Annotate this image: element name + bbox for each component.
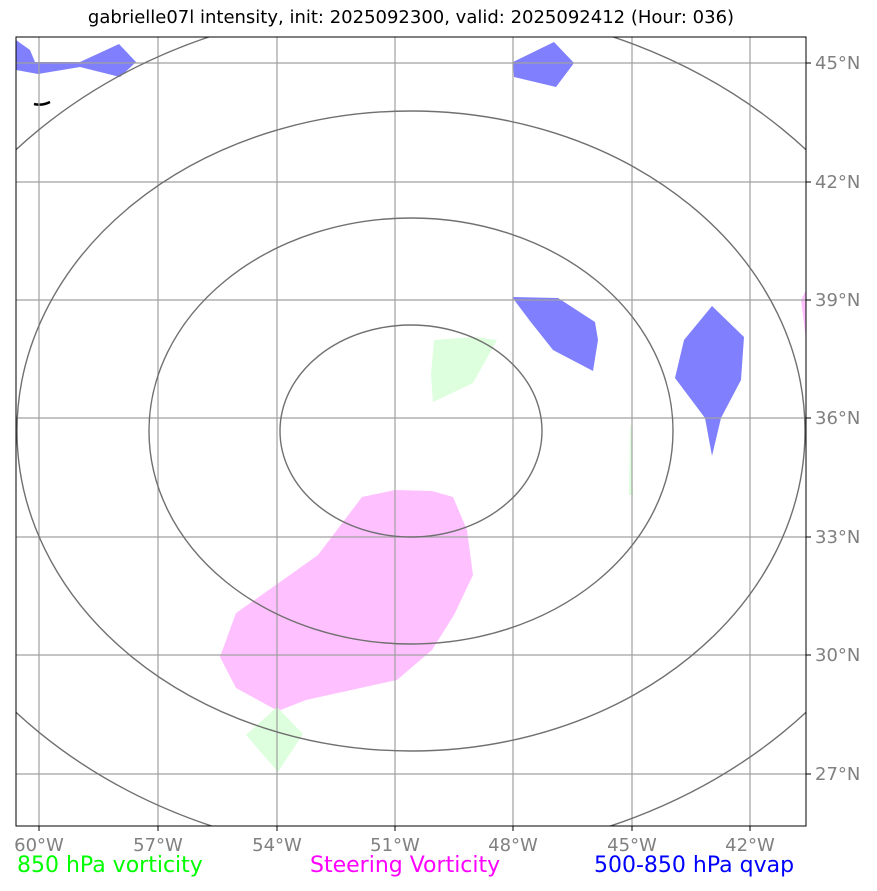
map-area — [16, 37, 806, 826]
vort850-area — [246, 707, 303, 772]
lon-tick-label: 42°W — [725, 835, 775, 856]
lat-tick-label: 30°N — [815, 645, 860, 666]
legend-vort850: 850 hPa vorticity — [17, 853, 203, 878]
lon-tick-label: 60°W — [14, 835, 64, 856]
qvap-area — [513, 42, 574, 87]
range-ring — [148, 217, 674, 645]
lon-tick-label: 45°W — [607, 835, 657, 856]
lat-tick-label: 36°N — [815, 408, 860, 429]
legend-qvap: 500-850 hPa qvap — [594, 853, 795, 878]
qvap-area — [675, 306, 744, 456]
range-ring — [16, 110, 806, 752]
lat-tick-label: 27°N — [815, 764, 860, 785]
coastline-fragment — [33, 100, 51, 106]
steering-vorticity-area — [220, 490, 473, 711]
legend-steering-vorticity: Steering Vorticity — [310, 853, 501, 878]
range-rings — [16, 37, 806, 826]
lon-tick-label: 57°W — [133, 835, 183, 856]
lat-tick-label: 42°N — [815, 172, 860, 193]
plot-frame — [15, 36, 807, 827]
steering-vorticity-area — [801, 290, 806, 340]
lat-tick-label: 39°N — [815, 290, 860, 311]
qvap-area — [512, 297, 598, 371]
range-ring — [16, 37, 806, 826]
range-ring — [279, 324, 543, 538]
qvap-area — [16, 40, 136, 77]
lat-tick-label: 45°N — [815, 53, 860, 74]
lon-tick-label: 48°W — [488, 835, 538, 856]
lon-tick-label: 51°W — [370, 835, 420, 856]
chart-title: gabrielle07l intensity, init: 2025092300… — [87, 7, 735, 28]
vort850-area — [431, 337, 497, 402]
tick-marks — [38, 62, 811, 831]
lon-tick-label: 54°W — [252, 835, 302, 856]
lat-tick-label: 33°N — [815, 527, 860, 548]
lat-lon-grid — [16, 37, 806, 826]
